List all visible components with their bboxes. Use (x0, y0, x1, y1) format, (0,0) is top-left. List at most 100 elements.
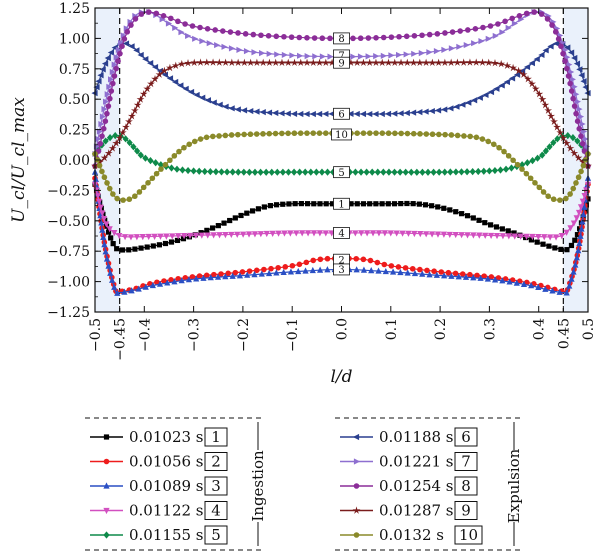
series-10-point (442, 131, 448, 138)
series-6-point (315, 110, 323, 118)
series-6-point (447, 105, 454, 112)
series-10-point (304, 130, 310, 136)
series-1-point (323, 201, 329, 207)
series-5-point (447, 168, 454, 176)
series-6-point (422, 108, 429, 115)
series-6-point (353, 110, 360, 118)
series-5-point (469, 168, 476, 176)
series-10-point (540, 189, 547, 195)
series-9-point (202, 58, 211, 66)
series-9-point (221, 58, 230, 66)
series-9-point (115, 133, 124, 142)
series-9-point (359, 58, 368, 67)
series-8-point (562, 58, 568, 64)
series-9-point (234, 58, 243, 67)
series-4-point (552, 234, 560, 241)
series-9-point (459, 58, 468, 66)
series-8-point (102, 118, 109, 124)
series-4-point (287, 230, 294, 237)
series-3-point (556, 288, 563, 295)
series-7-point (104, 91, 111, 98)
series-7-point (206, 40, 213, 47)
series-7-point (373, 53, 380, 60)
series-5-point (179, 166, 186, 174)
series-10-point (216, 133, 222, 139)
series-4-point (411, 230, 418, 238)
series-10-point (158, 166, 164, 172)
y-tick-label: 1.25 (59, 1, 90, 17)
series-1-point (447, 207, 453, 213)
series-4-point (97, 204, 104, 211)
series-8-point (419, 32, 425, 39)
series-10-point (266, 130, 273, 137)
series-7-point (185, 32, 192, 40)
series-7-point (350, 53, 357, 60)
legend-group-label: Ingestion (249, 450, 267, 522)
series-5-point (357, 168, 365, 176)
series-7-point (357, 53, 365, 60)
series-4-point (464, 232, 471, 239)
series-5-point (229, 168, 236, 176)
series-8-point (242, 31, 249, 37)
series-3-point (265, 269, 273, 277)
series-8-point (579, 140, 586, 147)
series-3-point (200, 274, 207, 281)
series-9-point (390, 58, 399, 67)
series-3-point (506, 278, 513, 285)
series-8-point (549, 22, 555, 28)
series-7-point (327, 53, 334, 60)
series-8-point (357, 35, 364, 42)
series-4-point (151, 233, 158, 240)
series-8-point (121, 36, 128, 42)
series-8-point (573, 110, 579, 117)
series-7-point (388, 52, 395, 59)
series-6-point (366, 110, 373, 118)
legend-id-2: 2 (211, 453, 221, 471)
series-6-point (97, 72, 104, 79)
series-9-point (246, 58, 255, 67)
series-3-point (100, 233, 107, 241)
series-7-point (120, 32, 127, 39)
series-10-point (140, 184, 147, 191)
series-1-point (105, 229, 112, 235)
series-1-point (204, 227, 210, 233)
series-8-point (265, 33, 272, 39)
series-6-point (547, 43, 554, 50)
series-1-point (126, 247, 132, 253)
series-6-point (193, 91, 200, 99)
series-6-point (101, 60, 109, 67)
box-label-4: 4 (338, 229, 344, 240)
series-5-point (441, 168, 448, 176)
series-7-point (448, 45, 456, 52)
series-5-point (452, 168, 460, 176)
box-label-2: 2 (338, 255, 344, 266)
series-1-point (577, 226, 583, 232)
series-10-point (417, 131, 423, 137)
series-9-point (484, 58, 493, 66)
legend-swatch-marker (103, 434, 110, 440)
series-5-point (196, 167, 203, 175)
legend-id-box (204, 501, 228, 520)
series-6-point (552, 40, 560, 47)
series-7-point (573, 91, 580, 98)
series-8-point (175, 18, 181, 25)
series-1-point (572, 237, 578, 243)
series-7-point (583, 143, 591, 150)
series-4-point (535, 234, 542, 241)
series-10-point (322, 130, 329, 137)
box-label-frame-4 (333, 227, 350, 239)
series-7-point (95, 135, 102, 143)
series-2-point (239, 269, 246, 275)
series-7-point (426, 49, 433, 56)
series-9-point (547, 112, 556, 120)
series-7-point (582, 135, 589, 143)
series-9-point (447, 58, 456, 66)
series-10-point (545, 193, 551, 200)
series-9-point (240, 58, 249, 67)
series-6-point (397, 110, 404, 117)
series-1-point (110, 241, 116, 247)
series-9-point (347, 58, 355, 67)
series-3-point (580, 210, 587, 218)
series-3-point (581, 203, 588, 210)
series-4-point (192, 232, 200, 239)
